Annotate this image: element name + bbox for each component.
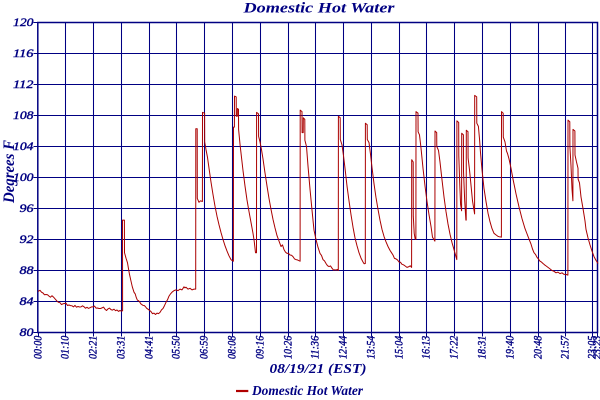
svg-text:04:41: 04:41 xyxy=(143,336,155,359)
svg-text:Domestic Hot Water: Domestic Hot Water xyxy=(242,1,394,17)
svg-text:84: 84 xyxy=(20,296,34,308)
svg-text:18:31: 18:31 xyxy=(476,336,488,359)
svg-text:01:10: 01:10 xyxy=(59,336,71,359)
svg-text:Domestic Hot Water: Domestic Hot Water xyxy=(251,384,363,399)
svg-text:21:57: 21:57 xyxy=(559,335,571,359)
svg-text:08:08: 08:08 xyxy=(226,336,238,359)
svg-text:92: 92 xyxy=(20,234,34,246)
svg-text:17:22: 17:22 xyxy=(448,336,460,359)
svg-text:Degrees F: Degrees F xyxy=(1,140,18,204)
svg-text:80: 80 xyxy=(20,327,34,339)
svg-text:116: 116 xyxy=(13,48,34,60)
svg-text:12:44: 12:44 xyxy=(337,336,349,359)
svg-text:09:16: 09:16 xyxy=(254,336,266,359)
svg-text:15:04: 15:04 xyxy=(393,336,405,359)
svg-text:120: 120 xyxy=(13,17,34,29)
svg-text:96: 96 xyxy=(20,203,34,215)
svg-text:05:50: 05:50 xyxy=(170,336,182,359)
svg-text:00:00: 00:00 xyxy=(32,336,44,359)
svg-text:16:13: 16:13 xyxy=(420,336,432,359)
svg-text:23:23: 23:23 xyxy=(591,336,600,359)
svg-text:02:21: 02:21 xyxy=(87,336,99,359)
svg-text:100: 100 xyxy=(13,172,34,184)
svg-text:88: 88 xyxy=(20,265,34,277)
svg-text:23:05: 23:05 xyxy=(586,336,598,359)
svg-text:108: 108 xyxy=(13,110,34,122)
svg-text:13:54: 13:54 xyxy=(365,336,377,359)
svg-text:20:48: 20:48 xyxy=(532,336,544,359)
svg-text:11:36: 11:36 xyxy=(309,336,321,359)
svg-text:104: 104 xyxy=(13,141,34,153)
svg-text:06:59: 06:59 xyxy=(198,336,210,359)
svg-text:03:31: 03:31 xyxy=(115,336,127,359)
svg-text:08/19/21 (EST): 08/19/21 (EST) xyxy=(270,361,367,376)
svg-text:19:40: 19:40 xyxy=(504,336,516,359)
svg-text:112: 112 xyxy=(13,79,34,91)
svg-text:10:26: 10:26 xyxy=(282,336,294,359)
